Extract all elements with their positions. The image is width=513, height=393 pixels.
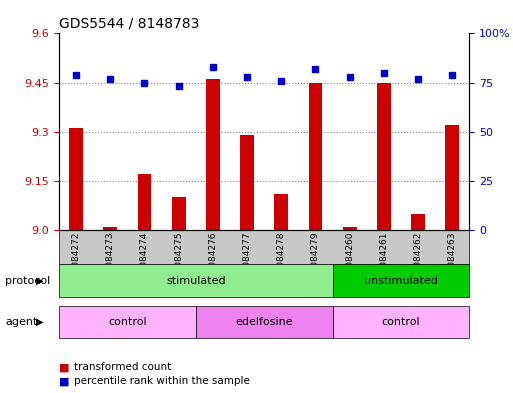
Bar — [206, 79, 220, 230]
Bar — [104, 227, 117, 230]
Bar — [445, 125, 459, 230]
Bar — [274, 194, 288, 230]
Bar — [69, 129, 83, 230]
Bar — [137, 174, 151, 230]
Text: GDS5544 / 8148783: GDS5544 / 8148783 — [59, 17, 200, 31]
Text: unstimulated: unstimulated — [364, 275, 438, 286]
Text: stimulated: stimulated — [166, 275, 226, 286]
Text: edelfosine: edelfosine — [235, 317, 293, 327]
Text: control: control — [108, 317, 147, 327]
Text: ▶: ▶ — [36, 275, 44, 286]
Text: protocol: protocol — [5, 275, 50, 286]
Text: agent: agent — [5, 317, 37, 327]
Bar — [240, 135, 254, 230]
Text: ■: ■ — [59, 362, 69, 373]
Text: percentile rank within the sample: percentile rank within the sample — [74, 376, 250, 386]
Text: ▶: ▶ — [36, 317, 44, 327]
Text: transformed count: transformed count — [74, 362, 172, 373]
Bar — [377, 83, 391, 230]
Bar — [411, 213, 425, 230]
Bar — [309, 83, 322, 230]
Bar — [343, 227, 357, 230]
Text: ■: ■ — [59, 376, 69, 386]
Text: control: control — [382, 317, 420, 327]
Bar — [172, 197, 186, 230]
